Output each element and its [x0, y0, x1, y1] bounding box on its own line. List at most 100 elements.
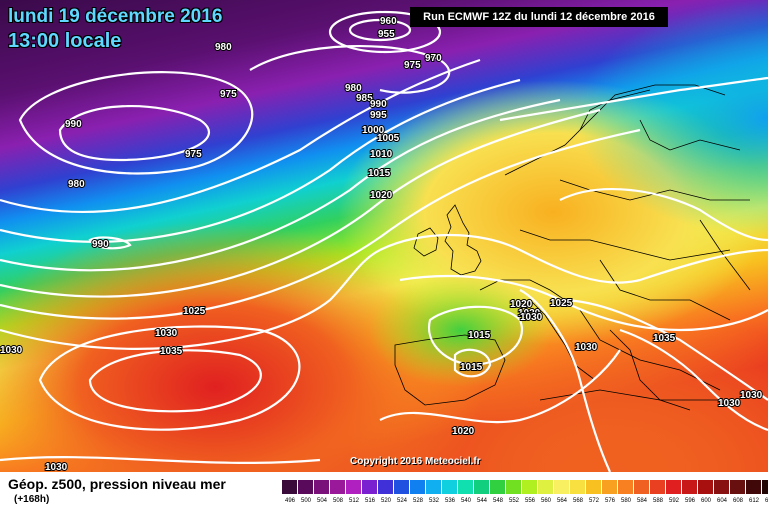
color-swatch	[490, 480, 506, 494]
legend-title: Géop. z500, pression niveau mer	[8, 476, 226, 492]
color-swatch	[298, 480, 314, 494]
isobar-label-1015: 1015	[460, 362, 483, 373]
color-scale-step: 576	[602, 480, 618, 504]
color-scale-step: 568	[570, 480, 586, 504]
color-scale-step: 572	[586, 480, 602, 504]
color-scale-label: 548	[492, 498, 503, 504]
isobar-label-1035: 1035	[653, 333, 676, 344]
color-scale-label: 520	[380, 498, 391, 504]
isobar-label-1010: 1010	[370, 149, 393, 160]
map-canvas: 960 955 970 975 980 975 980 985 990 995 …	[0, 0, 768, 472]
color-scale-step: 516	[362, 480, 378, 504]
color-scale-step: 580	[618, 480, 634, 504]
color-swatch	[378, 480, 394, 494]
color-swatch	[586, 480, 602, 494]
color-scale-step: 524	[394, 480, 410, 504]
color-swatch	[346, 480, 362, 494]
isobar-label-1030: 1030	[45, 462, 68, 472]
color-scale-step: 520	[378, 480, 394, 504]
color-swatch	[618, 480, 634, 494]
color-scale: 496 500 504 508 512 516 520 524 528 532 536 540 544 5…	[282, 480, 768, 504]
weather-map: 960 955 970 975 980 975 980 985 990 995 …	[0, 0, 768, 472]
color-scale-label: 552	[508, 498, 519, 504]
color-scale-step: 528	[410, 480, 426, 504]
isobar-label-1030: 1030	[575, 342, 598, 353]
color-swatch	[730, 480, 746, 494]
isobar-label-1025: 1025	[550, 298, 573, 309]
color-scale-step: 544	[474, 480, 490, 504]
isobar-label-1020: 1020	[510, 299, 533, 310]
isobar-label-1030: 1030	[155, 328, 178, 339]
color-scale-step: 552	[506, 480, 522, 504]
isobar-label-955: 955	[378, 29, 395, 40]
color-scale-step: 596	[682, 480, 698, 504]
isobar-label-990: 990	[370, 99, 387, 110]
color-scale-label: 584	[636, 498, 647, 504]
color-swatch	[522, 480, 538, 494]
color-scale-label: 592	[668, 498, 679, 504]
color-scale-step: 512	[346, 480, 362, 504]
color-scale-step: 584	[634, 480, 650, 504]
isobar-label-1030: 1030	[740, 390, 763, 401]
color-scale-step: 604	[714, 480, 730, 504]
color-scale-step: 612	[746, 480, 762, 504]
color-scale-step: 564	[554, 480, 570, 504]
copyright-text: Copyright 2016 Meteociel.fr	[350, 456, 481, 467]
color-scale-label: 600	[700, 498, 711, 504]
color-swatch	[602, 480, 618, 494]
isobar-label-980: 980	[345, 83, 362, 94]
color-swatch	[330, 480, 346, 494]
color-scale-label: 596	[684, 498, 695, 504]
color-scale-label: 540	[460, 498, 471, 504]
color-scale-step: 536	[442, 480, 458, 504]
isobar-label-980: 980	[68, 179, 85, 190]
color-swatch	[474, 480, 490, 494]
color-scale-label: 528	[412, 498, 423, 504]
color-scale-label: 580	[620, 498, 631, 504]
isobar-label-990: 990	[92, 239, 109, 250]
color-scale-label: 544	[476, 498, 487, 504]
color-scale-label: 508	[332, 498, 343, 504]
color-swatch	[426, 480, 442, 494]
color-scale-step: 540	[458, 480, 474, 504]
color-scale-step: 500	[298, 480, 314, 504]
isobar-label-1000: 1000	[362, 125, 385, 136]
color-scale-step: 608	[730, 480, 746, 504]
isobar-label-980: 980	[215, 42, 232, 53]
color-scale-step: 600	[698, 480, 714, 504]
color-swatch	[394, 480, 410, 494]
color-scale-label: 532	[428, 498, 439, 504]
color-swatch	[762, 480, 768, 494]
isobar-label-1015: 1015	[468, 330, 491, 341]
isobar-label-1025: 1025	[183, 306, 206, 317]
color-swatch	[282, 480, 298, 494]
isobar-label-1030: 1030	[520, 312, 543, 323]
color-scale-label: 576	[604, 498, 615, 504]
isobar-label-995: 995	[370, 110, 387, 121]
color-scale-step: 508	[330, 480, 346, 504]
isobar-label-975: 975	[220, 89, 237, 100]
color-scale-label: 560	[540, 498, 551, 504]
color-scale-label: 572	[588, 498, 599, 504]
color-scale-step: 548	[490, 480, 506, 504]
isobar-label-985: 985	[356, 93, 373, 104]
color-scale-label: 564	[556, 498, 567, 504]
isobar-label-1035: 1035	[160, 346, 183, 357]
color-scale-step: 556	[522, 480, 538, 504]
color-scale-label: 536	[444, 498, 455, 504]
color-scale-label: 496	[284, 498, 295, 504]
isobar-label-990: 990	[65, 119, 82, 130]
color-scale-label: 588	[652, 498, 663, 504]
color-swatch	[650, 480, 666, 494]
forecast-date: lundi 19 décembre 2016	[8, 6, 223, 27]
model-run-label: Run ECMWF 12Z du lundi 12 décembre 2016	[410, 7, 668, 27]
color-scale-label: 612	[748, 498, 759, 504]
isobar-label-970: 970	[425, 53, 442, 64]
color-swatch	[714, 480, 730, 494]
color-scale-label: 604	[716, 498, 727, 504]
isobar-label-960: 960	[380, 16, 397, 27]
color-swatch	[442, 480, 458, 494]
color-swatch	[506, 480, 522, 494]
isobars	[0, 10, 768, 472]
color-scale-label: 616	[764, 498, 768, 504]
